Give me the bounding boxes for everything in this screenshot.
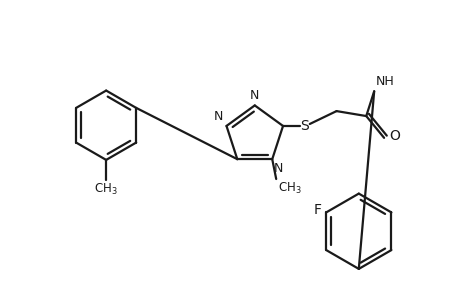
Text: S: S — [300, 119, 308, 133]
Text: CH$_3$: CH$_3$ — [94, 182, 118, 197]
Text: N: N — [214, 110, 223, 123]
Text: F: F — [313, 203, 320, 218]
Text: N: N — [274, 162, 283, 175]
Text: N: N — [250, 89, 259, 102]
Text: NH: NH — [375, 75, 394, 88]
Text: CH$_3$: CH$_3$ — [278, 181, 301, 196]
Text: O: O — [388, 129, 399, 143]
